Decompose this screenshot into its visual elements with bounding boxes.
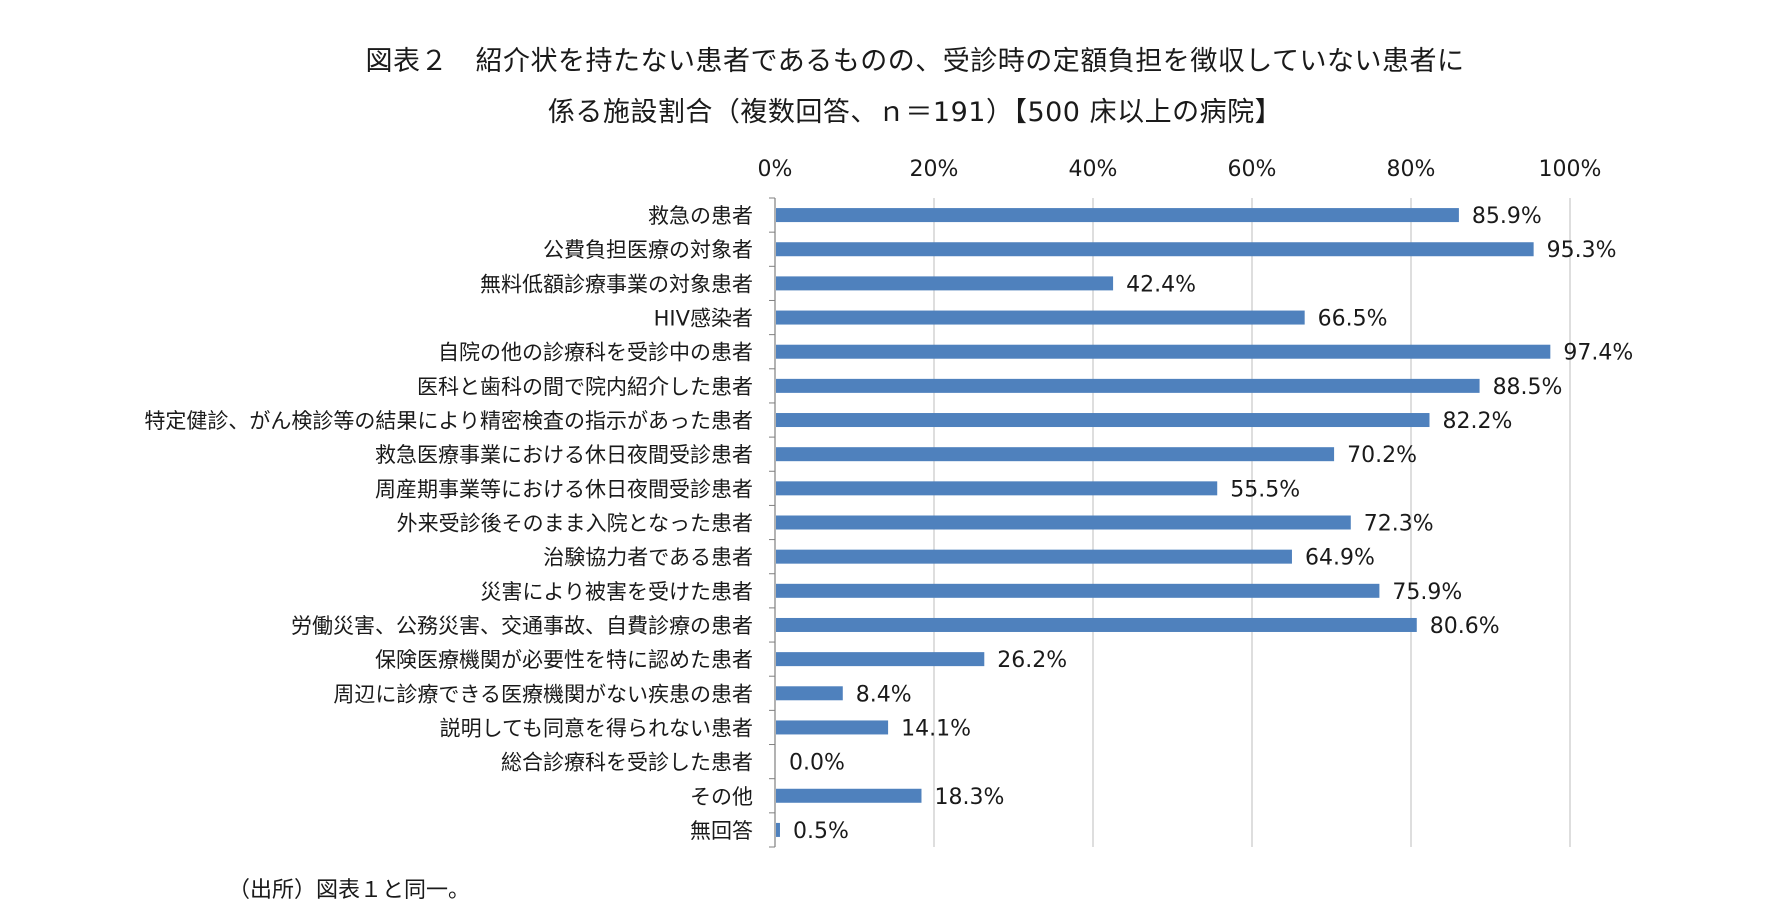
data-label: 85.9% — [1472, 204, 1542, 229]
bar — [776, 515, 1351, 530]
data-label: 55.5% — [1230, 477, 1300, 502]
category-label: 災害により被害を受けた患者 — [480, 580, 753, 604]
bar — [776, 686, 843, 701]
category-label: その他 — [690, 785, 753, 809]
data-label: 8.4% — [856, 682, 912, 707]
bar — [776, 617, 1417, 632]
bar — [776, 583, 1380, 598]
category-label: HIV感染者 — [654, 307, 753, 331]
bar — [776, 481, 1218, 496]
x-tick-label: 20% — [910, 157, 959, 182]
data-label: 95.3% — [1547, 238, 1617, 263]
bar — [776, 242, 1534, 257]
chart-title-line1: 図表２ 紹介状を持たない患者であるものの、受診時の定額負担を徴収していない患者に — [365, 46, 1465, 77]
category-label: 無料低額診療事業の対象患者 — [480, 272, 753, 296]
bar — [776, 720, 889, 735]
category-label: 総合診療科を受診した患者 — [501, 751, 753, 775]
bar — [776, 344, 1551, 359]
data-label: 26.2% — [997, 648, 1067, 673]
category-label: 無回答 — [690, 819, 753, 843]
category-label: 説明しても同意を得られない患者 — [440, 716, 753, 740]
bar — [776, 822, 780, 837]
data-label: 14.1% — [901, 716, 971, 741]
category-label: 周産期事業等における休日夜間受診患者 — [375, 477, 753, 501]
x-tick-label: 0% — [758, 157, 793, 182]
data-label: 82.2% — [1442, 409, 1512, 434]
bar — [776, 549, 1292, 564]
data-label: 80.6% — [1430, 614, 1500, 639]
bar — [776, 310, 1305, 325]
data-label: 88.5% — [1493, 375, 1563, 400]
category-label: 周辺に診療できる医療機関がない疾患の患者 — [333, 682, 753, 706]
category-label: 外来受診後そのまま入院となった患者 — [397, 512, 753, 536]
data-label: 97.4% — [1563, 341, 1633, 366]
source-note: （出所）図表１と同一。 — [228, 878, 471, 903]
bar — [776, 276, 1114, 291]
x-tick-label: 100% — [1539, 157, 1602, 182]
bar — [776, 208, 1459, 223]
category-label: 自院の他の診療科を受診中の患者 — [438, 341, 753, 365]
category-label: 特定健診、がん検診等の結果により精密検査の指示があった患者 — [144, 409, 753, 433]
category-label: 救急医療事業における休日夜間受診患者 — [375, 443, 753, 467]
bar — [776, 788, 922, 803]
category-label: 労働災害、公務災害、交通事故、自費診療の患者 — [291, 614, 753, 638]
category-label: 医科と歯科の間で院内紹介した患者 — [417, 375, 753, 399]
data-label: 75.9% — [1392, 580, 1462, 605]
data-label: 18.3% — [934, 785, 1004, 810]
chart-title-line2: 係る施設割合（複数回答、ｎ＝191）【500 床以上の病院】 — [547, 97, 1283, 128]
data-label: 64.9% — [1305, 546, 1375, 571]
data-label: 72.3% — [1364, 512, 1434, 537]
x-tick-label: 60% — [1228, 157, 1277, 182]
x-tick-label: 80% — [1387, 157, 1436, 182]
bar — [776, 413, 1430, 428]
category-label: 治験協力者である患者 — [543, 546, 753, 570]
data-label: 0.5% — [793, 819, 849, 844]
bar — [776, 447, 1335, 462]
data-label: 0.0% — [789, 751, 845, 776]
bar — [776, 652, 985, 667]
data-label: 42.4% — [1126, 272, 1196, 297]
category-label: 公費負担医療の対象者 — [543, 238, 753, 262]
x-tick-label: 40% — [1069, 157, 1118, 182]
data-label: 70.2% — [1347, 443, 1417, 468]
bar — [776, 378, 1480, 393]
data-label: 66.5% — [1318, 307, 1388, 332]
category-label: 救急の患者 — [648, 204, 753, 228]
category-label: 保険医療機関が必要性を特に認めた患者 — [375, 648, 753, 672]
